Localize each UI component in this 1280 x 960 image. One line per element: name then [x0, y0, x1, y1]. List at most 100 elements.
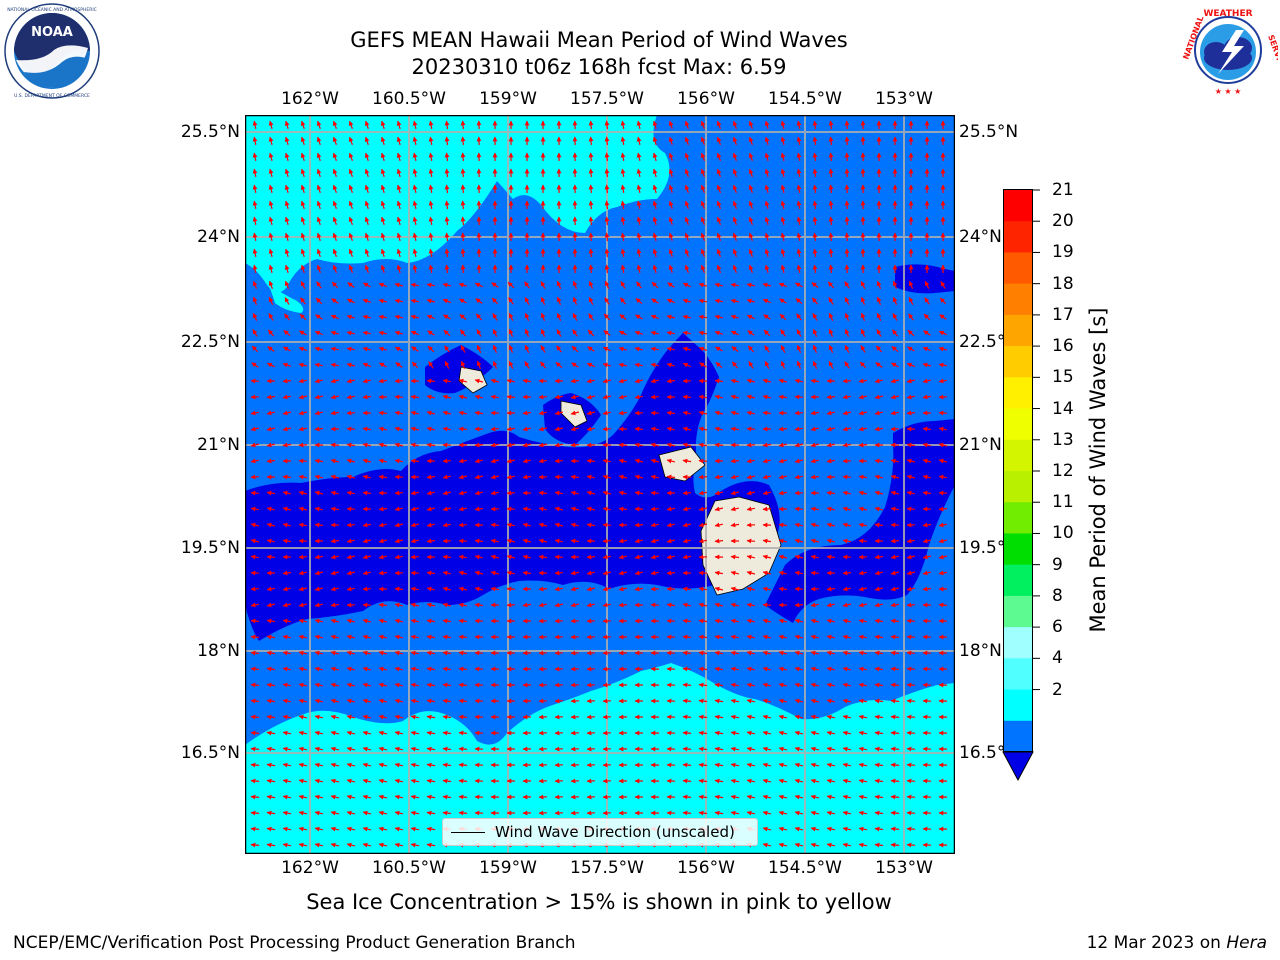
- wave-direction-arrow: [828, 328, 834, 338]
- wind-wave-direction-arrows: [250, 120, 948, 848]
- wave-direction-arrow: [252, 184, 258, 194]
- wave-direction-arrow: [348, 168, 354, 178]
- lon-label-bottom: 162°W: [281, 858, 339, 878]
- wave-direction-arrow: [795, 282, 803, 288]
- wave-direction-arrow: [634, 522, 644, 528]
- wave-direction-arrow: [396, 216, 402, 226]
- wave-direction-arrow: [796, 313, 802, 321]
- wave-direction-arrow: [426, 314, 435, 320]
- wave-direction-arrow: [844, 328, 850, 337]
- wave-direction-arrow: [906, 746, 916, 752]
- wave-direction-arrow: [668, 152, 674, 161]
- wave-direction-arrow: [443, 314, 451, 320]
- wave-direction-arrow: [540, 328, 546, 337]
- wave-direction-arrow: [748, 200, 754, 209]
- wave-direction-arrow: [763, 314, 771, 320]
- wave-direction-arrow: [458, 682, 468, 688]
- wave-direction-arrow: [300, 120, 306, 129]
- wave-direction-arrow: [747, 330, 755, 336]
- wave-direction-arrow: [380, 168, 386, 177]
- wave-direction-arrow: [828, 136, 834, 146]
- wave-direction-arrow: [716, 136, 722, 146]
- wave-direction-arrow: [458, 426, 468, 432]
- wave-direction-arrow: [268, 152, 274, 162]
- wave-direction-arrow: [458, 410, 468, 416]
- wave-direction-arrow: [684, 200, 690, 209]
- wave-direction-arrow: [682, 778, 692, 784]
- wave-direction-arrow: [330, 394, 340, 400]
- wave-direction-arrow: [410, 410, 420, 416]
- wave-direction-arrow: [651, 298, 659, 304]
- wave-direction-arrow: [842, 570, 852, 576]
- wave-direction-arrow: [284, 184, 290, 193]
- wave-direction-arrow: [795, 297, 803, 305]
- wave-direction-arrow: [586, 554, 596, 560]
- wave-direction-arrow: [732, 248, 738, 257]
- colorbar-segment: [1004, 564, 1032, 597]
- wave-direction-arrow: [459, 298, 467, 304]
- wave-direction-arrow: [748, 361, 754, 369]
- wave-direction-arrow: [348, 216, 354, 226]
- wave-direction-arrow: [508, 312, 514, 321]
- lat-label-left: 21°N: [197, 435, 240, 455]
- wave-direction-arrow: [652, 200, 658, 210]
- wave-direction-arrow: [762, 298, 771, 304]
- wave-direction-arrow: [844, 152, 850, 162]
- wave-direction-arrow: [428, 361, 434, 369]
- wave-direction-arrow: [299, 313, 307, 321]
- wave-direction-arrow: [906, 698, 916, 704]
- wave-direction-arrow: [764, 200, 770, 209]
- wave-direction-arrow: [636, 264, 642, 274]
- wave-direction-arrow: [252, 216, 258, 226]
- wave-direction-arrow: [442, 298, 452, 304]
- wave-direction-arrow: [746, 442, 756, 448]
- wave-direction-arrow: [652, 120, 658, 130]
- wave-direction-arrow: [922, 346, 931, 352]
- wave-direction-arrow: [906, 714, 916, 720]
- wave-direction-arrow: [604, 168, 610, 178]
- wave-direction-arrow: [268, 264, 274, 274]
- wave-direction-arrow: [940, 281, 946, 289]
- svg-text:★ ★ ★: ★ ★ ★: [1215, 87, 1242, 96]
- wave-direction-arrow: [812, 313, 818, 321]
- wave-direction-arrow: [844, 216, 850, 226]
- wave-direction-arrow: [298, 362, 308, 368]
- wave-direction-arrow: [924, 297, 930, 305]
- wave-direction-arrow: [362, 314, 372, 320]
- wave-direction-arrow: [682, 682, 692, 688]
- wave-direction-arrow: [636, 216, 642, 226]
- wave-direction-arrow: [668, 184, 674, 193]
- wave-direction-arrow: [458, 666, 468, 672]
- wave-direction-arrow: [682, 634, 692, 640]
- wave-direction-arrow: [332, 120, 338, 130]
- colorbar-segment: [1004, 720, 1032, 753]
- wave-direction-arrow: [314, 410, 324, 416]
- wave-direction-arrow: [906, 794, 916, 800]
- wave-direction-arrow: [268, 200, 274, 210]
- wave-direction-arrow: [652, 216, 658, 226]
- legend-line-swatch: [451, 831, 485, 833]
- wave-direction-arrow: [778, 426, 788, 432]
- svg-text:WEATHER: WEATHER: [1203, 9, 1252, 19]
- wave-direction-arrow: [699, 362, 707, 368]
- wave-direction-arrow: [682, 282, 691, 288]
- wave-direction-arrow: [620, 184, 626, 194]
- wave-direction-arrow: [586, 410, 596, 416]
- wave-direction-arrow: [396, 248, 402, 258]
- wave-direction-arrow: [844, 281, 850, 289]
- wave-direction-arrow: [602, 522, 612, 528]
- lon-label-top: 157.5°W: [570, 89, 644, 109]
- wave-direction-arrow: [524, 281, 530, 289]
- wave-direction-arrow: [714, 282, 724, 288]
- wave-direction-arrow: [875, 345, 883, 353]
- wave-direction-arrow: [892, 296, 898, 305]
- wave-direction-arrow: [284, 168, 290, 177]
- wave-direction-arrow: [298, 394, 308, 400]
- wave-direction-arrow: [714, 298, 724, 304]
- wave-direction-arrow: [666, 378, 676, 384]
- wave-direction-arrow: [362, 346, 372, 352]
- wave-direction-arrow: [939, 314, 947, 320]
- wave-direction-arrow: [860, 312, 866, 322]
- wave-direction-arrow: [460, 120, 466, 130]
- wave-direction-arrow: [475, 298, 483, 304]
